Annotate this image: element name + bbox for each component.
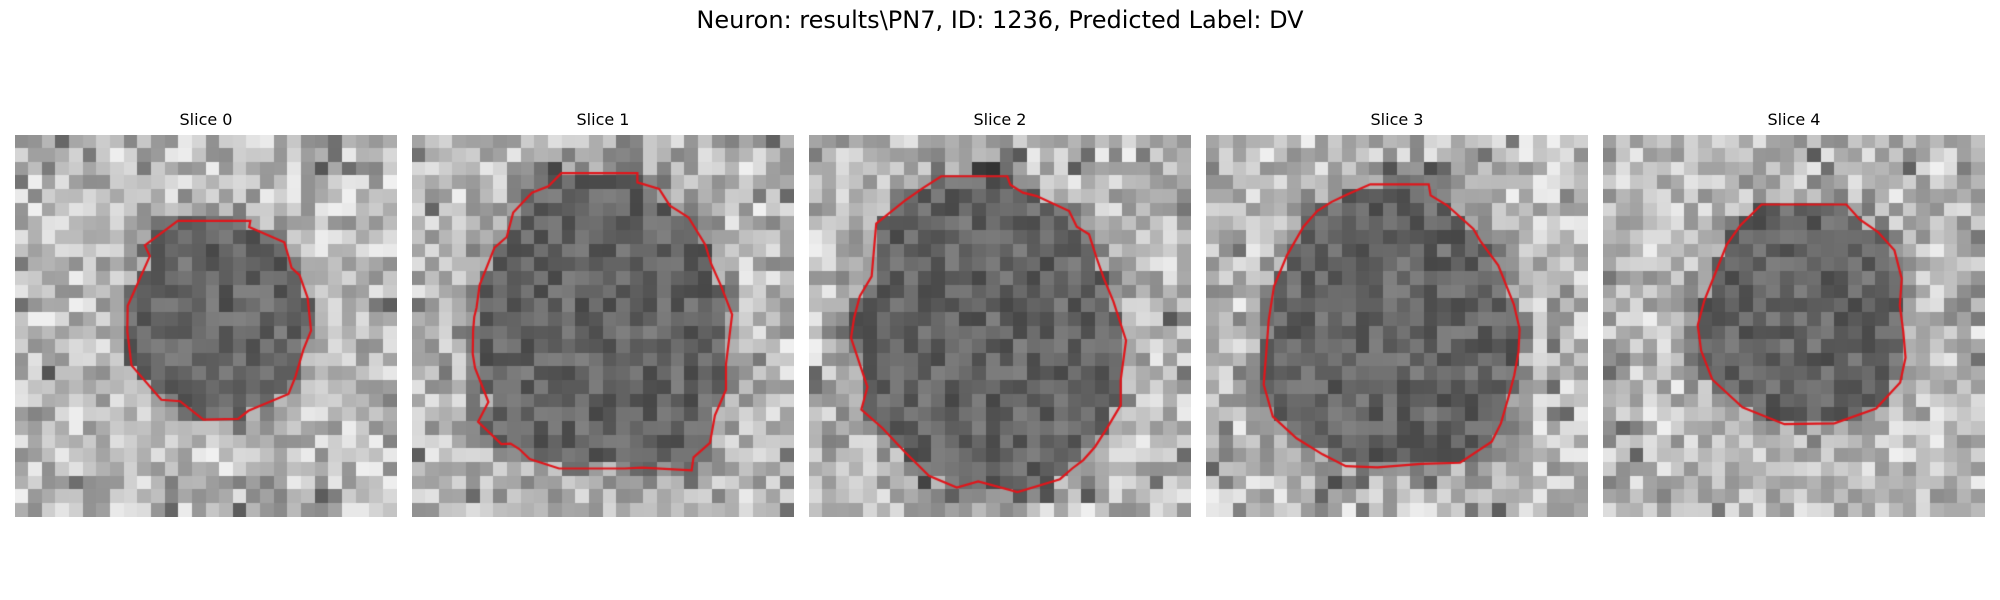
slice-title: Slice 4 (1767, 110, 1821, 129)
slice-panel-0: Slice 0 (15, 109, 397, 517)
slice-image (412, 135, 794, 517)
slice-image (1603, 135, 1985, 517)
slice-image (1206, 135, 1588, 517)
slice-panel-2: Slice 2 (809, 109, 1191, 517)
slice-image (15, 135, 397, 517)
slice-image (809, 135, 1191, 517)
slice-panel-3: Slice 3 (1206, 109, 1588, 517)
slice-title: Slice 3 (1370, 110, 1424, 129)
slice-panel-4: Slice 4 (1603, 109, 1985, 517)
slice-title: Slice 1 (576, 110, 630, 129)
figure-title: Neuron: results\PN7, ID: 1236, Predicted… (696, 6, 1304, 34)
slice-title: Slice 0 (179, 110, 233, 129)
slice-panel-1: Slice 1 (412, 109, 794, 517)
slice-title: Slice 2 (973, 110, 1027, 129)
